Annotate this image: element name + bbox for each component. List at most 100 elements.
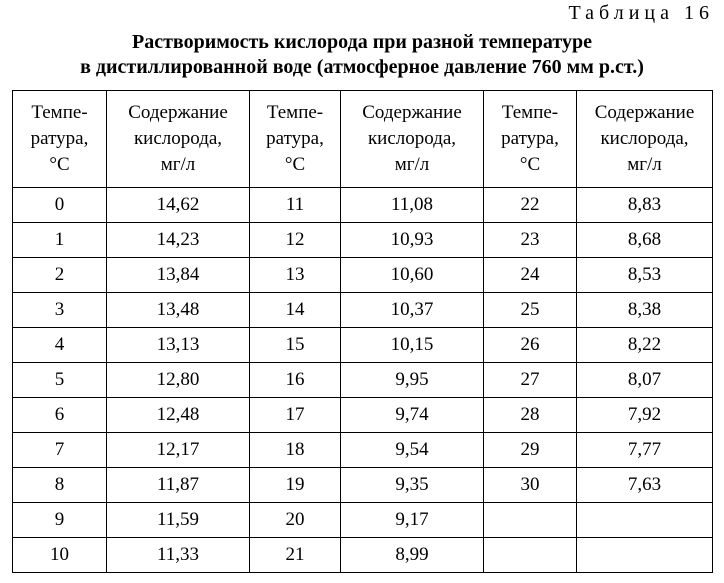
table-label: Таблица 16 [568, 2, 714, 24]
table-cell: 10 [12, 537, 107, 573]
empty-cell [483, 502, 577, 538]
table-cell: 23 [483, 222, 577, 258]
table-cell: 0 [12, 187, 107, 223]
table-cell: 6 [12, 397, 107, 433]
table-row: 7 12,17 18 9,54 29 7,77 [12, 432, 713, 468]
title-line: в дистиллированной воде (атмосферное дав… [80, 56, 644, 78]
table-cell: 20 [249, 502, 341, 538]
table-cell: 10,37 [340, 292, 484, 328]
table-cell: 8,53 [576, 257, 713, 293]
header-line: °С [284, 154, 306, 175]
table-cell: 7,63 [576, 467, 713, 503]
table-cell: 11,59 [106, 502, 250, 538]
table-row: 8 11,87 19 9,35 30 7,63 [12, 467, 713, 503]
table-cell: 16 [249, 362, 341, 398]
table-cell: 8,38 [576, 292, 713, 328]
table-row: 2 13,84 13 10,60 24 8,53 [12, 257, 713, 293]
header-line: Содержание [362, 102, 462, 123]
table-cell: 7,92 [576, 397, 713, 433]
table-row: 5 12,80 16 9,95 27 8,07 [12, 362, 713, 398]
table-cell: 22 [483, 187, 577, 223]
table-cell: 19 [249, 467, 341, 503]
header-line: мг/л [394, 154, 430, 175]
table-cell: 8,22 [576, 327, 713, 363]
table-cell: 11,08 [340, 187, 484, 223]
table-row: 3 13,48 14 10,37 25 8,38 [12, 292, 713, 328]
table-cell: 9,35 [340, 467, 484, 503]
table-cell: 10,60 [340, 257, 484, 293]
table-cell: 10,15 [340, 327, 484, 363]
table-cell: 30 [483, 467, 577, 503]
header-line: мг/л [160, 154, 196, 175]
table-cell: 9,54 [340, 432, 484, 468]
header-line: мг/л [627, 154, 662, 175]
table-cell: 9,17 [340, 502, 484, 538]
header-cell: Темпе-ратура, °С [12, 90, 107, 188]
table-title: Растворимость кислорода при разной темпе… [0, 30, 724, 80]
header-line: Темпе- [501, 102, 559, 123]
table-cell: 9,74 [340, 397, 484, 433]
table-cell: 3 [12, 292, 107, 328]
table-cell: 13,48 [106, 292, 250, 328]
table-cell: 8 [12, 467, 107, 503]
table-cell: 12,17 [106, 432, 250, 468]
table-cell: 11,87 [106, 467, 250, 503]
table-cell: 13,84 [106, 257, 250, 293]
header-cell: Содержание кислорода, мг/л [106, 90, 250, 188]
table-cell: 14,23 [106, 222, 250, 258]
table-cell: 7 [12, 432, 107, 468]
header-line: Содержание [594, 102, 695, 123]
table-cell: 17 [249, 397, 341, 433]
header-cell: Содержание кислорода, мг/л [576, 90, 713, 188]
header-line: ратура, [501, 128, 559, 149]
header-line: °С [49, 154, 70, 175]
table-row: 0 14,62 11 11,08 22 8,83 [12, 187, 713, 223]
table-body: 0 14,62 11 11,08 22 8,83 1 14,23 12 10,93 23 8,68 2 1… [12, 187, 713, 573]
empty-cell [483, 537, 577, 573]
header-line: ратура, [30, 128, 89, 149]
table-cell: 10,93 [340, 222, 484, 258]
table-cell: 12,48 [106, 397, 250, 433]
table-cell: 28 [483, 397, 577, 433]
header-line: Темпе- [266, 102, 324, 123]
table-row: 4 13,13 15 10,15 26 8,22 [12, 327, 713, 363]
table-cell: 15 [249, 327, 341, 363]
table-cell: 9,95 [340, 362, 484, 398]
table-cell: 11,33 [106, 537, 250, 573]
header-line: кислорода, [133, 128, 223, 149]
table-cell: 25 [483, 292, 577, 328]
table-cell: 11 [249, 187, 341, 223]
table-cell: 14,62 [106, 187, 250, 223]
header-cell: Темпе-ратура, °С [249, 90, 341, 188]
header-line: ратура, [266, 128, 324, 149]
header-line: кислорода, [600, 128, 689, 149]
header-row: Темпе-ратура, °С Содержание кислорода, мг/л Т… [12, 90, 713, 188]
empty-cell [576, 537, 713, 573]
table-row: 6 12,48 17 9,74 28 7,92 [12, 397, 713, 433]
header-line: °С [519, 154, 541, 175]
table-cell: 26 [483, 327, 577, 363]
table-cell: 7,77 [576, 432, 713, 468]
header-cell: Темпе-ратура, °С [483, 90, 577, 188]
table-cell: 13 [249, 257, 341, 293]
solubility-table: Темпе-ратура, °С Содержание кислорода, мг/л Т… [12, 90, 713, 573]
table-row: 10 11,33 21 8,99 [12, 537, 713, 573]
table-cell: 27 [483, 362, 577, 398]
title-line: Растворимость кислорода при разной темпе… [132, 31, 592, 53]
table-cell: 12,80 [106, 362, 250, 398]
table-cell: 21 [249, 537, 341, 573]
table-cell: 14 [249, 292, 341, 328]
table-cell: 24 [483, 257, 577, 293]
header-line: Содержание [128, 102, 228, 123]
table-cell: 18 [249, 432, 341, 468]
table-cell: 1 [12, 222, 107, 258]
table-cell: 4 [12, 327, 107, 363]
table-cell: 8,83 [576, 187, 713, 223]
table-cell: 8,68 [576, 222, 713, 258]
table-cell: 12 [249, 222, 341, 258]
header-line: кислорода, [367, 128, 457, 149]
table-cell: 5 [12, 362, 107, 398]
table-cell: 13,13 [106, 327, 250, 363]
table-cell: 2 [12, 257, 107, 293]
